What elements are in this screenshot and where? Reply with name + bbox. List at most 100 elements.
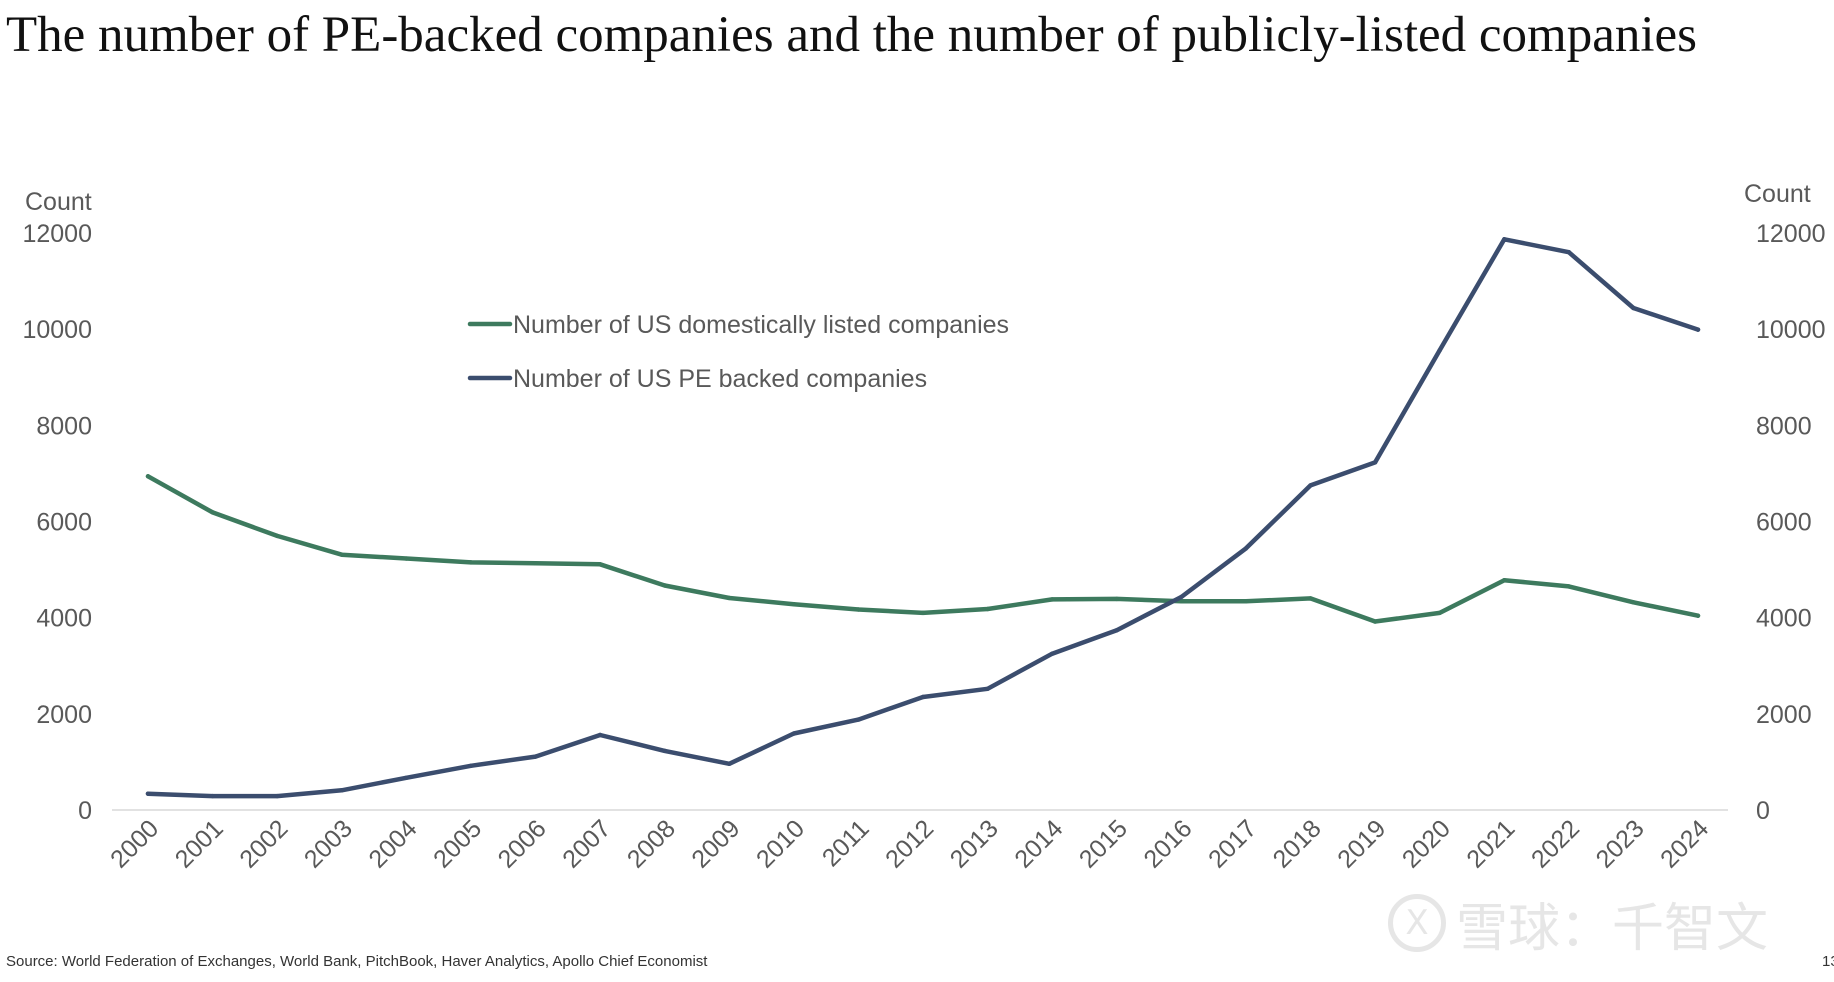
x-tick-label: 2014 — [1009, 814, 1068, 873]
data-point-pe — [1243, 546, 1249, 551]
legend: Number of US domestically listed compani… — [467, 311, 1009, 393]
data-point-listed — [145, 474, 151, 479]
data-point-pe — [662, 748, 667, 754]
left-tick-label: 0 — [78, 797, 92, 825]
source-note: Source: World Federation of Exchanges, W… — [6, 953, 708, 970]
data-point-pe — [985, 686, 990, 692]
x-tick-label: 2003 — [299, 814, 358, 873]
left-tick-label: 6000 — [36, 509, 92, 537]
left-axis-title: Count — [25, 188, 92, 216]
data-point-pe — [1114, 627, 1119, 633]
x-tick-label: 2010 — [751, 814, 810, 873]
data-point-pe — [1179, 594, 1184, 600]
x-tick-label: 2012 — [880, 814, 939, 873]
data-point-listed — [274, 533, 280, 539]
x-tick-label: 2020 — [1397, 814, 1456, 873]
data-point-pe — [1049, 651, 1055, 656]
x-tick-label: 2021 — [1461, 814, 1520, 873]
data-point-pe — [339, 788, 344, 793]
right-tick-label: 0 — [1756, 797, 1770, 825]
x-tick-label: 2006 — [493, 814, 552, 873]
data-point-pe — [1372, 460, 1378, 465]
legend-label-listed: Number of US domestically listed compani… — [513, 311, 1009, 339]
data-point-pe — [1631, 305, 1636, 311]
x-tick-label: 2005 — [428, 814, 487, 873]
x-tick-label: 2024 — [1655, 814, 1714, 873]
page-title: The number of PE-backed companies and th… — [6, 7, 1697, 63]
page-number: 13 — [1822, 953, 1834, 970]
watermark-text: 雪球：千智文 — [1456, 898, 1769, 959]
data-point-listed — [1179, 599, 1184, 604]
left-tick-label: 2000 — [36, 701, 92, 729]
data-point-pe — [791, 731, 797, 736]
data-point-listed — [1566, 584, 1572, 589]
right-tick-label: 6000 — [1756, 509, 1812, 537]
data-point-pe — [597, 732, 603, 738]
x-tick-label: 2018 — [1268, 814, 1327, 873]
data-point-listed — [1114, 596, 1119, 602]
data-point-pe — [145, 791, 151, 796]
series-line-listed — [145, 474, 1701, 624]
series-lines — [145, 237, 1701, 799]
right-tick-label: 2000 — [1756, 701, 1812, 729]
right-tick-label: 8000 — [1756, 412, 1812, 440]
x-tick-label: 2022 — [1526, 814, 1585, 873]
data-point-listed — [1695, 613, 1701, 618]
data-point-listed — [985, 606, 990, 612]
snowball-logo-icon: X — [1388, 894, 1446, 952]
data-point-listed — [597, 562, 603, 567]
left-y-axis: 0 2000 4000 6000 8000 10000 12000 — [22, 220, 92, 825]
x-tick-label: 2011 — [817, 814, 875, 872]
x-tick-label: 2013 — [945, 814, 1004, 873]
data-point-listed — [727, 595, 732, 601]
data-point-pe — [1502, 237, 1507, 242]
x-tick-label: 2001 — [170, 814, 229, 873]
legend-label-pe: Number of US PE backed companies — [513, 365, 927, 393]
data-point-listed — [856, 607, 861, 612]
x-tick-label: 2015 — [1074, 814, 1133, 873]
right-tick-label: 4000 — [1756, 605, 1812, 633]
data-point-listed — [468, 560, 474, 565]
data-point-pe — [404, 775, 409, 780]
x-tick-label: 2009 — [686, 814, 745, 873]
x-tick-label: 2007 — [557, 814, 616, 873]
right-y-axis: 0 2000 4000 6000 8000 10000 12000 — [1756, 220, 1826, 825]
data-point-pe — [210, 793, 215, 799]
data-point-listed — [339, 552, 344, 557]
data-point-pe — [856, 717, 861, 722]
x-tick-label: 2016 — [1138, 814, 1197, 873]
data-point-listed — [1437, 610, 1442, 616]
x-tick-label: 2008 — [622, 814, 681, 873]
right-axis-title: Count — [1744, 180, 1811, 208]
left-tick-label: 8000 — [36, 412, 92, 440]
data-point-listed — [1631, 600, 1636, 605]
left-tick-label: 12000 — [22, 220, 92, 248]
x-tick-label: 2002 — [234, 814, 293, 873]
data-point-listed — [1502, 577, 1507, 583]
data-point-listed — [1049, 597, 1055, 602]
x-tick-label: 2017 — [1203, 814, 1262, 873]
data-point-listed — [791, 602, 797, 607]
data-point-listed — [533, 561, 538, 566]
data-point-listed — [1372, 619, 1378, 624]
data-point-listed — [1308, 596, 1313, 601]
data-point-pe — [1566, 250, 1572, 255]
x-tick-label: 2023 — [1591, 814, 1650, 873]
data-point-pe — [533, 754, 538, 759]
data-point-listed — [1243, 599, 1249, 604]
x-axis: 2000 2001 2002 2003 2004 2005 2006 2007 2008 2009… — [105, 814, 1714, 873]
watermark: X 雪球：千智文 — [1388, 888, 1769, 959]
x-tick-label: 2000 — [105, 814, 164, 873]
x-tick-label: 2004 — [363, 814, 422, 873]
data-point-pe — [727, 761, 732, 767]
data-point-pe — [1695, 327, 1701, 332]
x-tick-label: 2019 — [1332, 814, 1391, 873]
right-tick-label: 10000 — [1756, 316, 1826, 344]
right-tick-label: 12000 — [1756, 220, 1826, 248]
left-tick-label: 4000 — [36, 605, 92, 633]
data-point-pe — [468, 763, 474, 768]
data-point-pe — [1437, 348, 1442, 353]
left-tick-label: 10000 — [22, 316, 92, 344]
data-point-pe — [274, 793, 280, 799]
